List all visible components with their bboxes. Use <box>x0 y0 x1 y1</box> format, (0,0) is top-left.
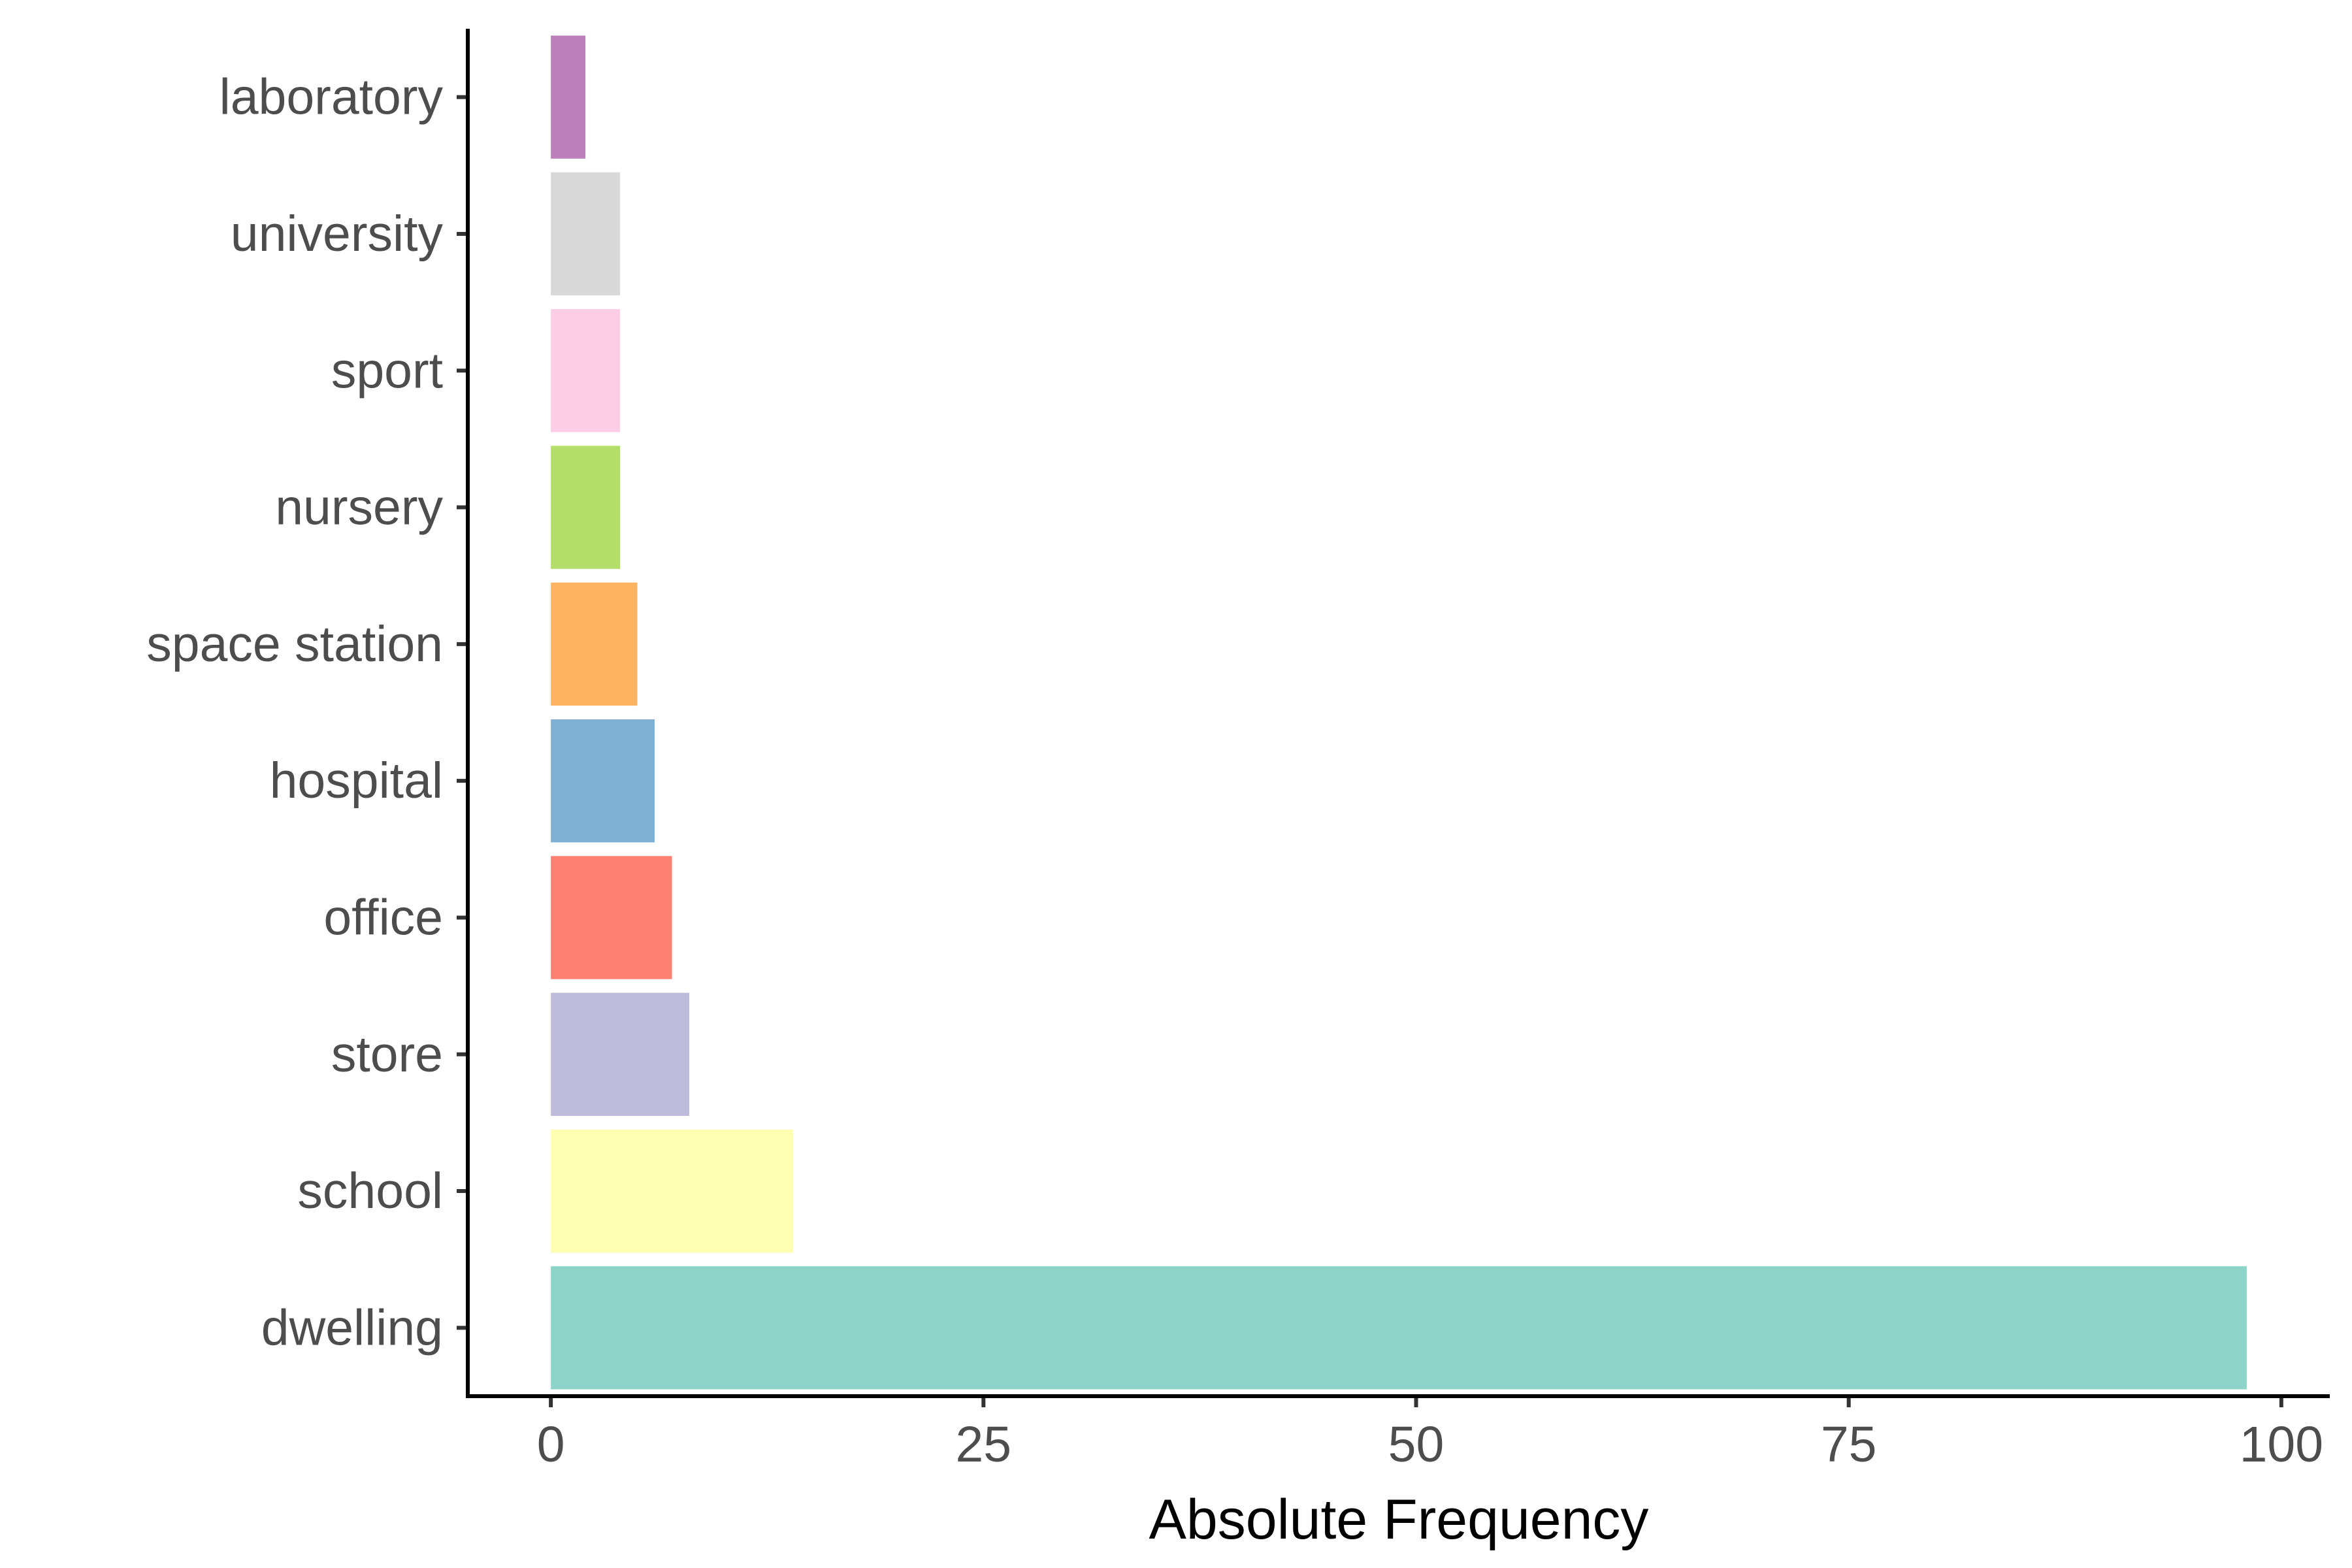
bar-office <box>551 856 672 979</box>
y-tick-label-space-station: space station <box>146 616 443 672</box>
x-axis-title: Absolute Frequency <box>1149 1488 1649 1551</box>
y-tick-label-hospital: hospital <box>270 753 443 809</box>
x-tick-label-0: 0 <box>537 1416 565 1473</box>
bar-space-station <box>551 582 638 706</box>
y-axis-ticks: dwelling school store office hospital space s… <box>146 69 468 1356</box>
bar-university <box>551 172 621 296</box>
bar-school <box>551 1129 793 1253</box>
y-tick-label-sport: sport <box>331 342 443 399</box>
y-tick-label-nursery: nursery <box>275 480 443 536</box>
bar-store <box>551 992 690 1116</box>
bar-laboratory <box>551 35 586 159</box>
y-tick-label-office: office <box>323 889 443 945</box>
bars <box>551 35 2247 1390</box>
y-tick-label-dwelling: dwelling <box>261 1299 443 1356</box>
y-tick-label-university: university <box>231 206 444 262</box>
bar-hospital <box>551 719 655 843</box>
y-tick-label-laboratory: laboratory <box>220 69 444 125</box>
x-tick-label-50: 50 <box>1388 1416 1445 1473</box>
x-axis-ticks: 0 25 50 75 100 <box>537 1396 2323 1473</box>
y-tick-label-store: store <box>331 1026 443 1083</box>
bar-sport <box>551 309 621 433</box>
bar-dwelling <box>551 1266 2247 1390</box>
bar-nursery <box>551 446 621 569</box>
x-tick-label-100: 100 <box>2240 1416 2323 1473</box>
x-tick-label-75: 75 <box>1821 1416 1877 1473</box>
y-tick-label-school: school <box>297 1163 443 1219</box>
x-tick-label-25: 25 <box>955 1416 1011 1473</box>
